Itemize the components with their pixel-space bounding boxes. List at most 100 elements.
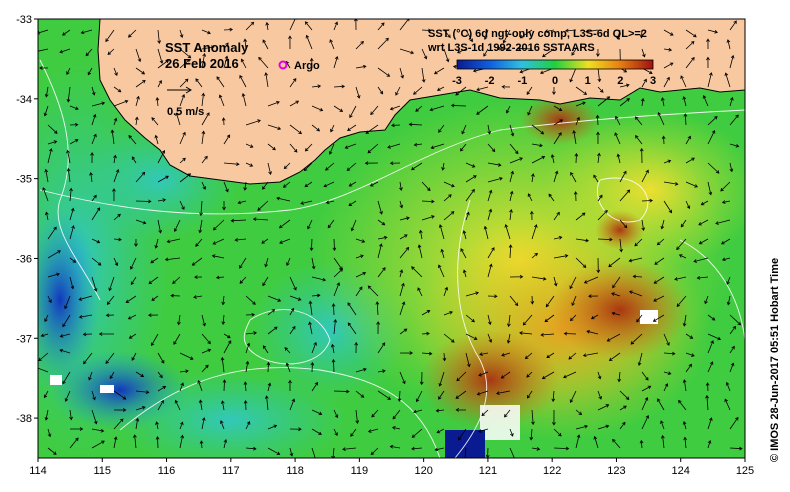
current-vector xyxy=(483,48,489,57)
current-vector xyxy=(91,101,106,107)
current-vector xyxy=(552,409,556,426)
current-vector xyxy=(262,276,269,287)
current-vector xyxy=(641,198,653,203)
current-vector xyxy=(615,115,621,126)
current-vector xyxy=(91,133,97,145)
current-vector xyxy=(241,92,247,107)
current-vector xyxy=(110,129,115,145)
current-vector xyxy=(289,276,297,291)
current-vector xyxy=(179,48,192,59)
current-vector xyxy=(389,161,401,166)
current-vector xyxy=(685,157,695,164)
current-vector xyxy=(353,19,358,31)
current-vector xyxy=(487,294,498,299)
current-vector xyxy=(527,390,533,399)
current-vector xyxy=(597,86,604,93)
current-vector xyxy=(437,264,445,278)
current-vector xyxy=(517,46,533,51)
current-vector xyxy=(113,257,119,267)
current-vector xyxy=(443,286,449,297)
current-vector xyxy=(364,161,379,166)
current-vector xyxy=(641,48,646,58)
current-vector xyxy=(519,331,533,335)
argo-marker-icon xyxy=(278,60,288,70)
current-vector xyxy=(245,143,254,148)
current-vector xyxy=(113,213,121,221)
current-vector xyxy=(113,67,118,77)
current-vector xyxy=(504,409,511,418)
current-vector xyxy=(715,219,731,225)
current-vector xyxy=(344,143,357,149)
current-vector xyxy=(311,124,321,132)
current-vector xyxy=(201,53,207,69)
current-vector xyxy=(478,428,489,433)
current-vector xyxy=(531,409,535,426)
current-vector xyxy=(311,447,318,458)
current-vector xyxy=(199,440,204,449)
current-vector xyxy=(522,314,533,326)
current-vector xyxy=(289,295,302,301)
current-vector xyxy=(288,379,292,392)
current-vector xyxy=(531,276,547,281)
current-vector xyxy=(663,181,679,186)
current-vector xyxy=(421,351,433,356)
current-vector xyxy=(685,56,695,69)
current-vector xyxy=(245,331,257,335)
current-vector xyxy=(487,189,493,202)
colorbar-gradient xyxy=(456,59,654,70)
current-vector xyxy=(330,343,335,354)
current-vector xyxy=(465,188,475,202)
current-vector xyxy=(245,119,261,126)
current-vector xyxy=(707,181,713,196)
current-vector xyxy=(62,371,71,385)
current-vector xyxy=(157,198,167,202)
current-vector xyxy=(128,134,137,145)
current-vector xyxy=(130,257,137,270)
current-vector xyxy=(553,446,570,451)
current-vector xyxy=(135,95,140,107)
current-vector xyxy=(729,446,743,451)
current-vector xyxy=(174,399,181,411)
current-vector xyxy=(157,371,163,379)
current-vector xyxy=(218,94,225,107)
current-vector xyxy=(415,390,423,403)
current-vector xyxy=(195,78,203,88)
current-vector xyxy=(279,238,291,244)
current-vector xyxy=(347,302,357,316)
current-vector xyxy=(663,351,676,356)
current-vectors xyxy=(38,19,743,458)
current-vector xyxy=(640,97,645,107)
current-vector xyxy=(135,48,142,63)
current-vector xyxy=(201,333,211,345)
current-vector xyxy=(278,219,291,229)
current-vector xyxy=(135,67,146,75)
current-vector xyxy=(593,174,599,183)
current-vector xyxy=(333,428,338,437)
current-vector xyxy=(327,219,335,229)
current-vector xyxy=(660,420,665,430)
x-tick-label: 120 xyxy=(414,465,432,477)
current-vector xyxy=(170,293,181,298)
current-vector xyxy=(429,105,445,112)
current-vector xyxy=(223,134,231,145)
current-vector xyxy=(487,162,502,167)
current-vector xyxy=(91,238,101,244)
current-vector xyxy=(531,173,535,183)
current-vector xyxy=(62,29,71,36)
current-vector xyxy=(78,314,93,319)
current-vector xyxy=(529,210,534,221)
current-vector xyxy=(698,219,709,226)
current-vector xyxy=(355,367,367,373)
current-vector xyxy=(413,142,423,147)
current-vector xyxy=(506,314,511,328)
current-vector xyxy=(575,238,590,243)
current-vector xyxy=(487,176,503,183)
current-vector xyxy=(685,200,691,210)
current-vector xyxy=(707,29,719,34)
current-vector xyxy=(134,116,139,126)
current-vector xyxy=(504,224,511,240)
current-vector xyxy=(653,295,665,302)
current-vector xyxy=(230,218,247,223)
current-vector xyxy=(639,439,644,449)
current-vector xyxy=(331,303,336,316)
